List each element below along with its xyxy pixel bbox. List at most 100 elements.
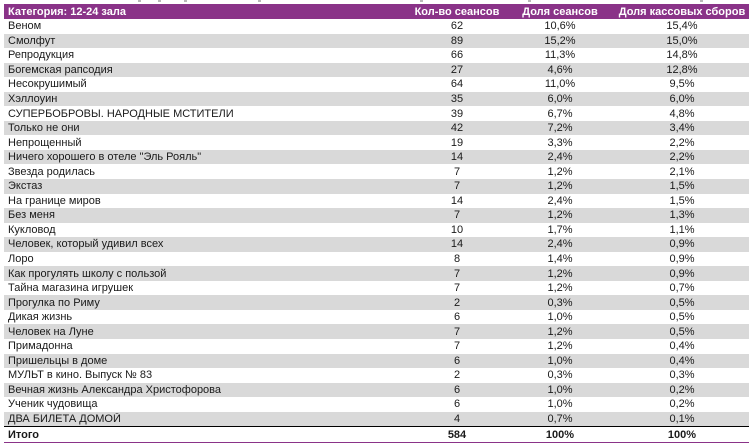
table-row: Дикая жизнь 6 1,0% 0,5% [4, 309, 749, 325]
session-share-cell: 1,2% [547, 340, 573, 353]
sessions-cell: 7 [453, 180, 461, 193]
table-row: Непрощенный 19 3,3% 2,2% [4, 135, 749, 150]
movie-title-cell: СУПЕРБОБРОВЫ. НАРОДНЫЕ МСТИТЕЛИ [8, 107, 234, 120]
text-remnant-speck [700, 0, 703, 2]
session-share-cell: 1,2% [547, 165, 573, 178]
sessions-cell: 62 [450, 20, 464, 33]
movie-title-cell: МУЛЬТ в кино. Выпуск № 83 [8, 369, 153, 382]
total-sessions-cell: 584 [447, 428, 467, 441]
sessions-cell: 6 [453, 311, 461, 324]
movie-title-cell: Только не они [8, 122, 80, 135]
sessions-cell: 2 [453, 369, 461, 382]
col-header-session-share: Доля сеансов [522, 5, 598, 18]
movie-title-cell: Ничего хорошего в отеле "Эль Рояль" [8, 151, 202, 164]
table-row: Хэллоуин 35 6,0% 6,0% [4, 91, 749, 107]
session-share-cell: 1,4% [547, 253, 573, 266]
box-share-cell: 0,5% [669, 296, 695, 309]
movie-title-cell: Пришельцы в доме [8, 354, 108, 367]
movie-title-cell: На границе миров [8, 194, 101, 207]
box-share-cell: 0,5% [669, 311, 695, 324]
total-label: Итого [8, 428, 40, 441]
session-share-cell: 15,2% [544, 34, 576, 47]
table-row: Звезда родилась 7 1,2% 2,1% [4, 164, 749, 180]
sessions-cell: 10 [450, 223, 464, 236]
table-row: Примадонна 7 1,2% 0,4% [4, 339, 749, 354]
box-share-cell: 0,1% [669, 413, 695, 426]
session-share-cell: 11,3% [544, 49, 576, 62]
movie-title-cell: Богемская рапсодия [8, 63, 113, 76]
table-row: Без меня 7 1,2% 1,3% [4, 208, 749, 223]
box-share-cell: 2,1% [669, 165, 695, 178]
table-row: Ничего хорошего в отеле "Эль Рояль" 14 2,4… [4, 149, 749, 165]
movie-title-cell: Дикая жизнь [8, 311, 73, 324]
box-share-cell: 1,3% [669, 209, 695, 222]
table-row: Экстаз 7 1,2% 1,5% [4, 179, 749, 194]
movie-title-cell: Экстаз [8, 180, 43, 193]
sessions-cell: 7 [453, 282, 461, 295]
session-share-cell: 1,2% [547, 180, 573, 193]
text-remnant-speck [420, 0, 423, 2]
movie-title-cell: Непрощенный [8, 136, 82, 149]
table-row: Кукловод 10 1,7% 1,1% [4, 222, 749, 238]
session-share-cell: 0,3% [547, 296, 573, 309]
sessions-cell: 6 [453, 398, 461, 411]
table-row: Только не они 42 7,2% 3,4% [4, 120, 749, 136]
session-share-cell: 4,6% [547, 63, 573, 76]
table-row: Богемская рапсодия 27 4,6% 12,8% [4, 62, 749, 78]
session-share-cell: 3,3% [547, 136, 573, 149]
sessions-cell: 6 [453, 354, 461, 367]
session-share-cell: 1,2% [547, 325, 573, 338]
sessions-cell: 4 [453, 413, 461, 426]
box-share-cell: 1,5% [669, 194, 695, 207]
box-share-cell: 2,2% [669, 136, 695, 149]
total-box-share-cell: 100% [667, 428, 697, 441]
movie-title-cell: Тайна магазина игрушек [8, 282, 134, 295]
box-share-cell: 0,4% [669, 340, 695, 353]
sessions-cell: 35 [450, 93, 464, 105]
session-share-cell: 2,4% [547, 151, 573, 164]
movie-title-cell: ДВА БИЛЕТА ДОМОЙ [8, 413, 121, 426]
box-share-cell: 0,3% [669, 369, 695, 382]
box-share-cell: 6,0% [669, 93, 695, 105]
session-share-cell: 6,7% [547, 107, 573, 120]
sessions-cell: 66 [450, 49, 464, 62]
table-row: Лоро 8 1,4% 0,9% [4, 251, 749, 267]
table-row: Репродукция 66 11,3% 14,8% [4, 48, 749, 63]
box-share-cell: 0,9% [669, 267, 695, 280]
table-header-row: Категория: 12-24 зала Кол-во сеансов Дол… [4, 4, 749, 19]
sessions-cell: 7 [453, 267, 461, 280]
text-remnant-speck [138, 0, 141, 2]
movie-title-cell: Хэллоуин [8, 93, 58, 105]
table-row: МУЛЬТ в кино. Выпуск № 83 2 0,3% 0,3% [4, 368, 749, 383]
table-row: Пришельцы в доме 6 1,0% 0,4% [4, 353, 749, 369]
box-share-cell: 15,4% [666, 20, 698, 33]
box-share-cell: 12,8% [666, 63, 698, 76]
sessions-cell: 89 [450, 34, 464, 47]
sessions-cell: 8 [453, 253, 461, 266]
session-share-cell: 7,2% [547, 122, 573, 135]
session-share-cell: 1,2% [547, 267, 573, 280]
movie-title-cell: Несокрушимый [8, 78, 87, 91]
sessions-cell: 14 [450, 238, 464, 251]
session-share-cell: 2,4% [547, 194, 573, 207]
sessions-cell: 14 [450, 151, 464, 164]
sessions-cell: 6 [453, 383, 461, 396]
session-share-cell: 0,7% [547, 413, 573, 426]
movie-title-cell: Как прогулять школу с пользой [8, 267, 167, 280]
box-share-cell: 3,4% [669, 122, 695, 135]
movie-title-cell: Репродукция [8, 49, 75, 62]
box-share-cell: 1,5% [669, 180, 695, 193]
movie-title-cell: Примадонна [8, 340, 73, 353]
sessions-cell: 7 [453, 325, 461, 338]
movie-title-cell: Человек, который удивил всех [8, 238, 164, 251]
total-row: Итого 584 100% 100% [4, 426, 749, 443]
table-row: Человек на Луне 7 1,2% 0,5% [4, 324, 749, 340]
box-share-cell: 0,4% [669, 354, 695, 367]
movie-title-cell: Вечная жизнь Александра Христофорова [8, 383, 222, 396]
table-row: ДВА БИЛЕТА ДОМОЙ 4 0,7% 0,1% [4, 411, 749, 427]
sessions-cell: 7 [453, 209, 461, 222]
table-row: Смолфут 89 15,2% 15,0% [4, 33, 749, 49]
table-row: Прогулка по Риму 2 0,3% 0,5% [4, 295, 749, 310]
category-header-label: Категория: 12-24 зала [8, 5, 126, 18]
